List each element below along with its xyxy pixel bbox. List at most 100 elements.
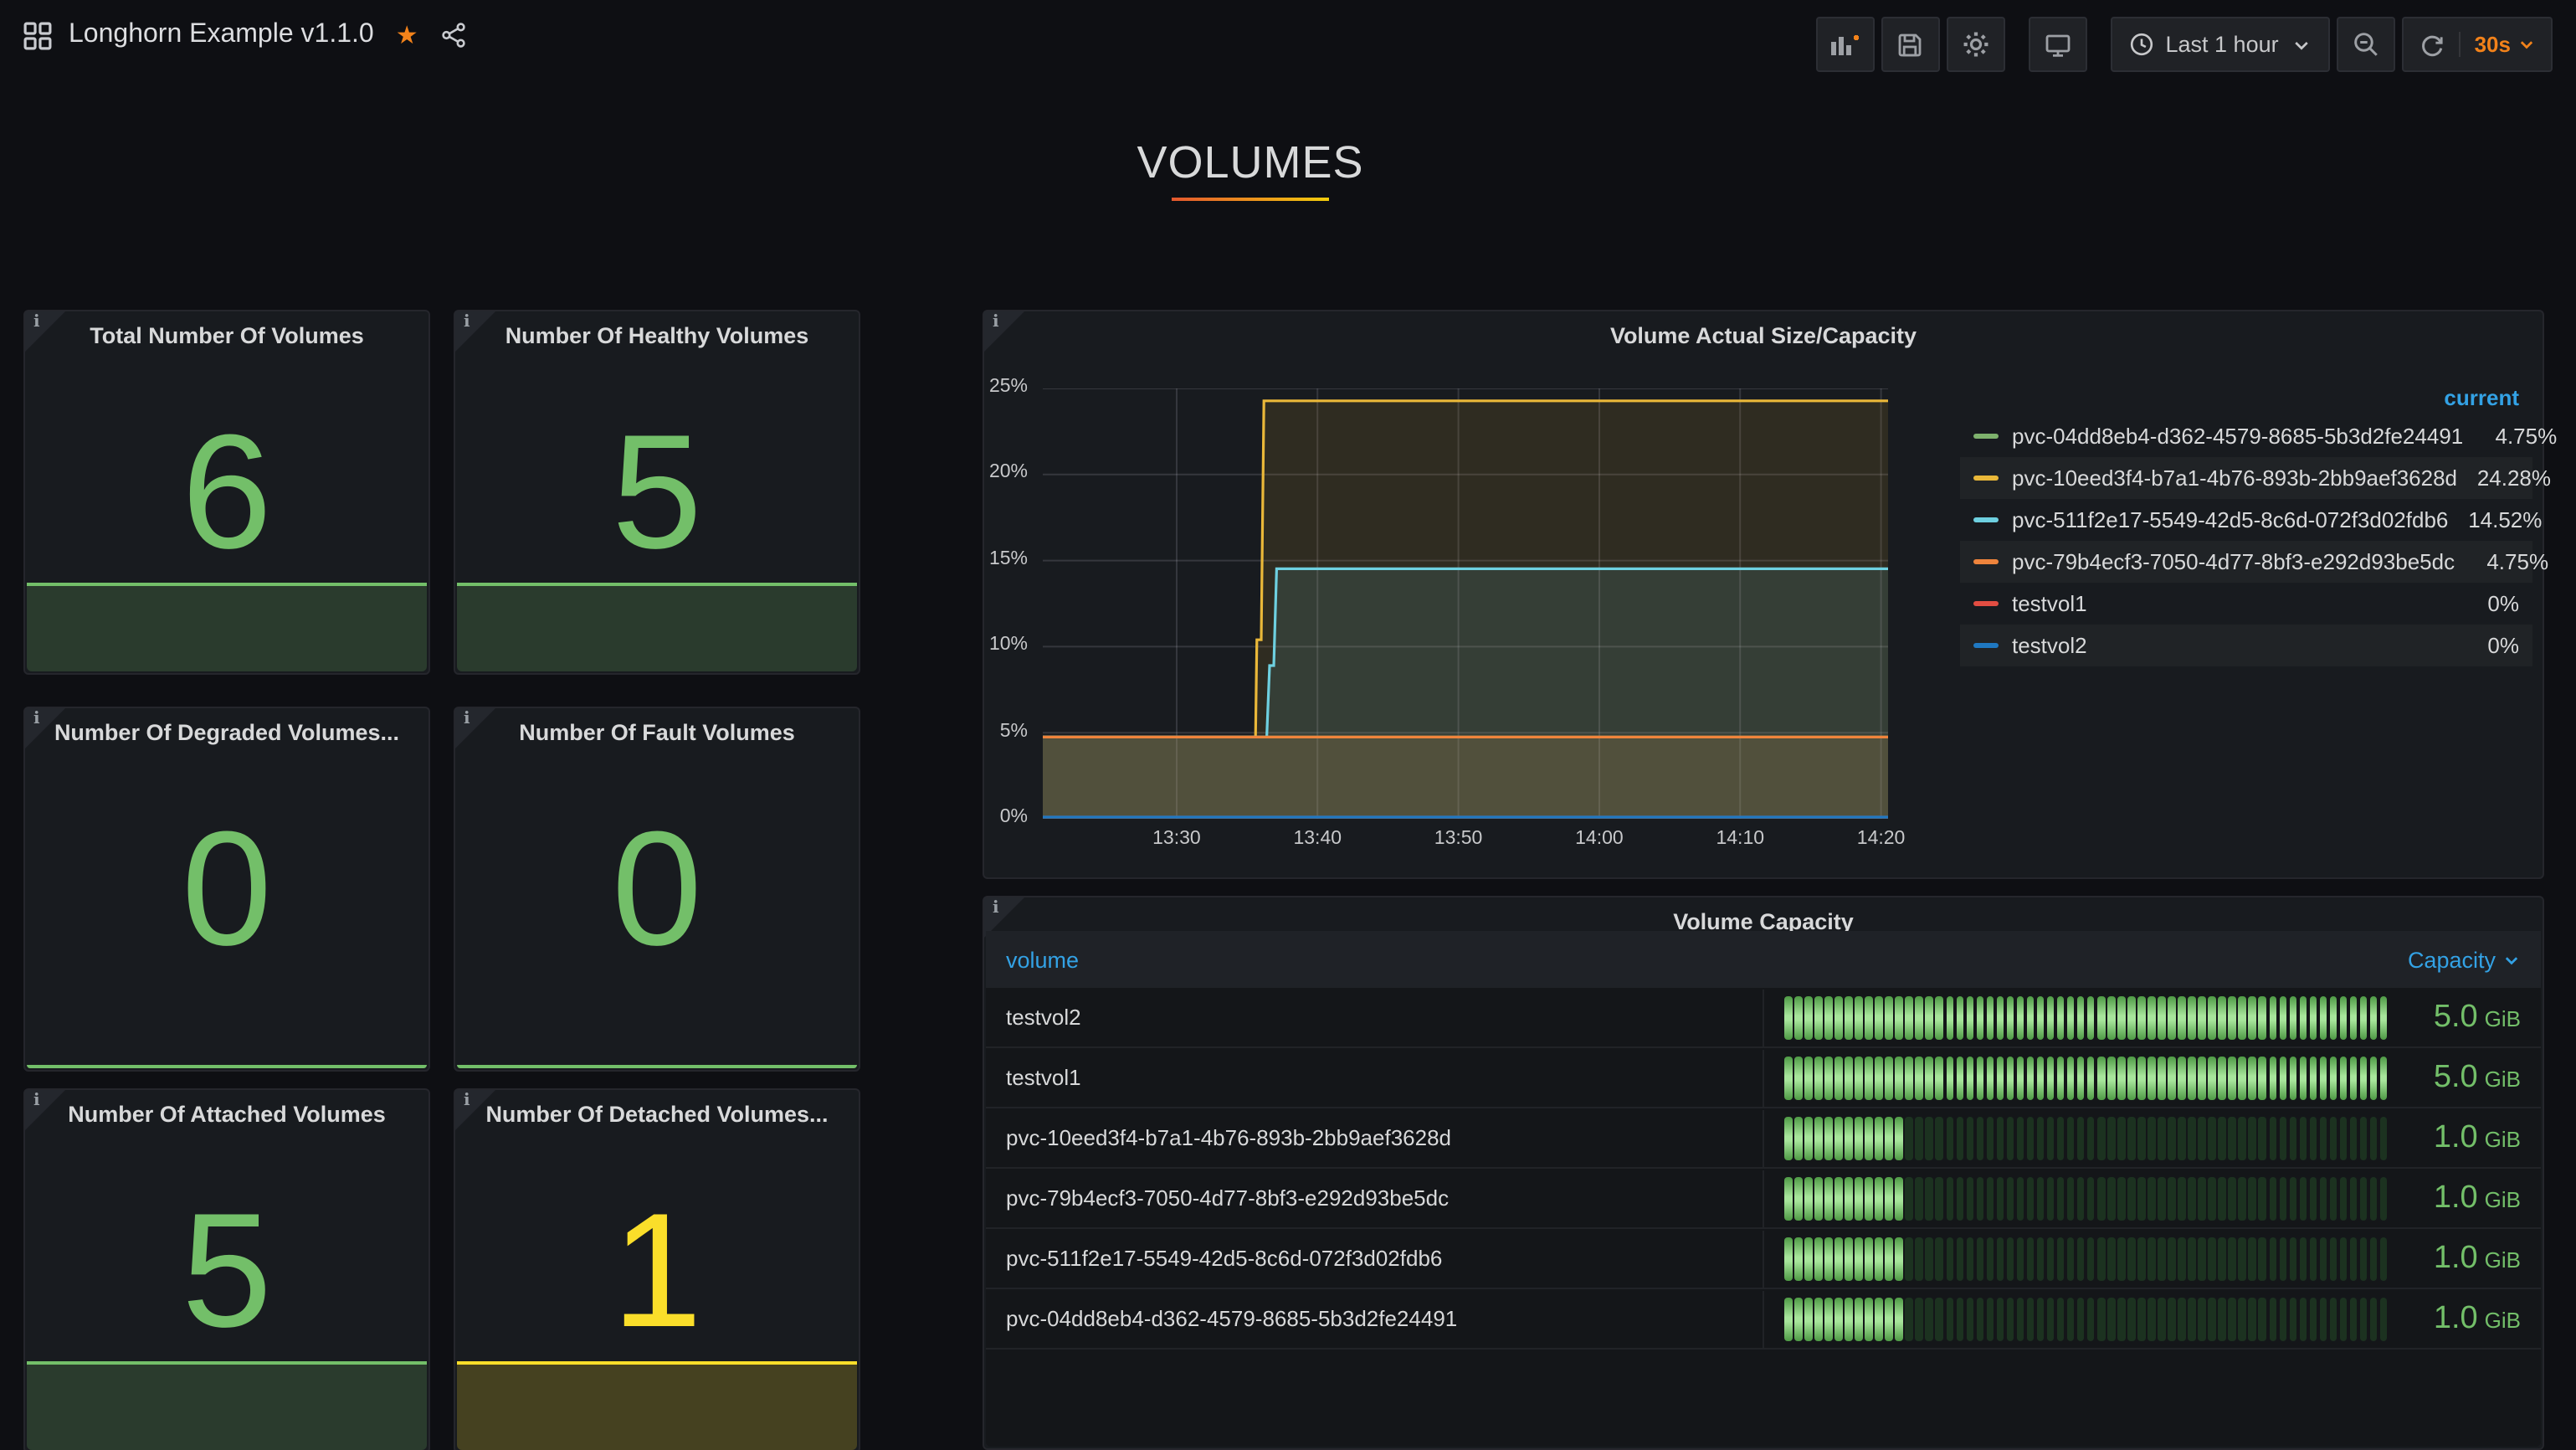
refresh-interval-label: 30s [2474, 32, 2511, 57]
legend-series-color [1973, 434, 1999, 439]
legend-row: pvc-511f2e17-5549-42d5-8c6d-072f3d02fdb6… [1960, 499, 2542, 541]
stat-sparkline [457, 1361, 857, 1450]
cycle-view-mode-button[interactable] [2028, 17, 2087, 72]
clock-icon [2130, 33, 2153, 56]
column-header-volume[interactable]: volume [1006, 947, 1080, 972]
legend-series-current: 0% [2487, 591, 2519, 616]
table-row: testvol2 5.0 GiB [986, 988, 2541, 1048]
legend-series-name[interactable]: pvc-04dd8eb4-d362-4579-8685-5b3d2fe24491 [2012, 424, 2464, 449]
header-toolbar: Last 1 hour 30s [1815, 17, 2553, 72]
volume-name: pvc-04dd8eb4-d362-4579-8685-5b3d2fe24491 [986, 1290, 1764, 1347]
graph-legend-rows: pvc-04dd8eb4-d362-4579-8685-5b3d2fe24491… [1960, 415, 2557, 666]
stat-panel-fault-volumes: i Number Of Fault Volumes 0 [454, 707, 860, 1072]
dashboard-settings-button[interactable] [1946, 17, 2005, 72]
zoom-out-icon [2354, 33, 2378, 56]
add-panel-icon [1831, 34, 1860, 54]
volumes-section: VOLUMES [1105, 137, 1396, 201]
capacity-gauge [1784, 1116, 2388, 1159]
volume-name: testvol2 [986, 989, 1764, 1046]
table-row: pvc-79b4ecf3-7050-4d77-8bf3-e292d93be5dc… [986, 1169, 2541, 1229]
legend-series-name[interactable]: testvol2 [2012, 633, 2087, 658]
panel-title[interactable]: Total Number Of Volumes [90, 323, 364, 348]
legend-series-color [1973, 559, 1999, 564]
capacity-gauge [1784, 1056, 2388, 1099]
refresh-icon [2422, 34, 2444, 56]
volume-name: pvc-79b4ecf3-7050-4d77-8bf3-e292d93be5dc [986, 1170, 1764, 1226]
x-tick-label: 14:10 [1716, 829, 1765, 849]
panel-title[interactable]: Number Of Fault Volumes [519, 720, 795, 745]
volume-name: testvol1 [986, 1049, 1764, 1106]
legend-series-current: 4.75% [2495, 424, 2558, 449]
graph-panel-volume-actual-size: i Volume Actual Size/Capacity 0% 5% 10% 15%… [983, 310, 2557, 879]
panel-title[interactable]: Volume Capacity [1673, 909, 1854, 934]
stat-value: 5 [182, 1178, 272, 1360]
stat-sparkline [27, 1361, 427, 1450]
graph-plot-svg[interactable] [1043, 388, 1888, 819]
stat-value: 0 [612, 796, 702, 979]
graph-legend: current pvc-04dd8eb4-d362-4579-8685-5b3d… [1960, 378, 2557, 666]
table-row: pvc-04dd8eb4-d362-4579-8685-5b3d2fe24491… [986, 1289, 2541, 1350]
chevron-down-icon [2520, 41, 2533, 49]
capacity-value: 1.0 GiB [2433, 1180, 2521, 1215]
legend-series-name[interactable]: pvc-79b4ecf3-7050-4d77-8bf3-e292d93be5dc [2012, 549, 2455, 574]
stat-panel-total-volumes: i Total Number Of Volumes 6 [23, 310, 430, 675]
refresh-interval[interactable]: 30s [2459, 32, 2536, 57]
table-row: pvc-10eed3f4-b7a1-4b76-893b-2bb9aef3628d… [986, 1108, 2541, 1169]
panel-title[interactable]: Volume Actual Size/Capacity [1609, 323, 1917, 348]
legend-series-color [1973, 517, 1999, 522]
save-dashboard-button[interactable] [1881, 17, 1940, 72]
sort-desc-icon [2505, 956, 2518, 964]
section-title-underline [1172, 198, 1329, 201]
panel-info-icon[interactable]: i [25, 708, 65, 748]
table-panel-volume-capacity: i Volume Capacity volume Capacity testvo… [983, 896, 2544, 1450]
panel-title[interactable]: Number Of Healthy Volumes [505, 323, 809, 348]
capacity-gauge [1784, 1176, 2388, 1220]
panel-info-icon[interactable]: i [25, 1090, 65, 1130]
legend-series-color [1973, 601, 1999, 606]
zoom-out-time-button[interactable] [2337, 17, 2396, 72]
table-row: pvc-511f2e17-5549-42d5-8c6d-072f3d02fdb6… [986, 1229, 2541, 1289]
y-tick-label: 15% [988, 548, 1028, 569]
legend-series-name[interactable]: testvol1 [2012, 591, 2087, 616]
panel-info-icon[interactable]: i [25, 311, 65, 352]
stat-sparkline [27, 583, 427, 671]
time-range-picker[interactable]: Last 1 hour [2110, 17, 2331, 72]
y-tick-label: 25% [988, 377, 1028, 397]
apps-grid-icon[interactable] [23, 21, 52, 49]
panel-title[interactable]: Number Of Detached Volumes... [485, 1102, 829, 1127]
panel-info-icon[interactable]: i [455, 1090, 495, 1130]
legend-series-name[interactable]: pvc-511f2e17-5549-42d5-8c6d-072f3d02fdb6 [2012, 507, 2449, 532]
dashboard-title[interactable]: Longhorn Example v1.1.0 [69, 20, 374, 49]
legend-row: testvol1 0% [1960, 583, 2532, 625]
star-icon[interactable]: ★ [395, 22, 418, 50]
panel-info-icon[interactable]: i [455, 311, 495, 352]
x-tick-label: 13:50 [1434, 829, 1483, 849]
y-tick-label: 0% [999, 807, 1028, 827]
header-left: Longhorn Example v1.1.0 ★ [23, 20, 467, 50]
tv-monitor-icon [2045, 33, 2070, 56]
refresh-picker[interactable]: 30s [2402, 17, 2553, 72]
capacity-value: 1.0 GiB [2433, 1300, 2521, 1335]
stat-panel-healthy-volumes: i Number Of Healthy Volumes 5 [454, 310, 860, 675]
add-panel-button[interactable] [1815, 17, 1875, 72]
y-tick-label: 20% [988, 462, 1028, 483]
section-title: VOLUMES [1137, 137, 1364, 188]
x-tick-label: 13:30 [1152, 829, 1201, 849]
legend-header-current[interactable]: current [2444, 384, 2519, 409]
panel-info-icon[interactable]: i [455, 708, 495, 748]
capacity-value: 1.0 GiB [2433, 1119, 2521, 1154]
x-tick-label: 13:40 [1293, 829, 1342, 849]
column-header-capacity[interactable]: Capacity [1764, 947, 2541, 972]
legend-series-color [1973, 643, 1999, 648]
settings-gear-icon [1963, 32, 1988, 57]
share-icon[interactable] [440, 22, 467, 49]
stat-panel-detached-volumes: i Number Of Detached Volumes... 1 [454, 1088, 860, 1450]
panel-info-icon[interactable]: i [984, 311, 1024, 352]
stat-panel-degraded-volumes: i Number Of Degraded Volumes... 0 [23, 707, 430, 1072]
stat-panel-attached-volumes: i Number Of Attached Volumes 5 [23, 1088, 430, 1450]
save-icon [1899, 33, 1922, 56]
legend-series-current: 4.75% [2486, 549, 2549, 574]
panel-title[interactable]: Number Of Attached Volumes [68, 1102, 386, 1127]
panel-title[interactable]: Number Of Degraded Volumes... [54, 720, 400, 745]
legend-series-name[interactable]: pvc-10eed3f4-b7a1-4b76-893b-2bb9aef3628d [2012, 465, 2457, 491]
